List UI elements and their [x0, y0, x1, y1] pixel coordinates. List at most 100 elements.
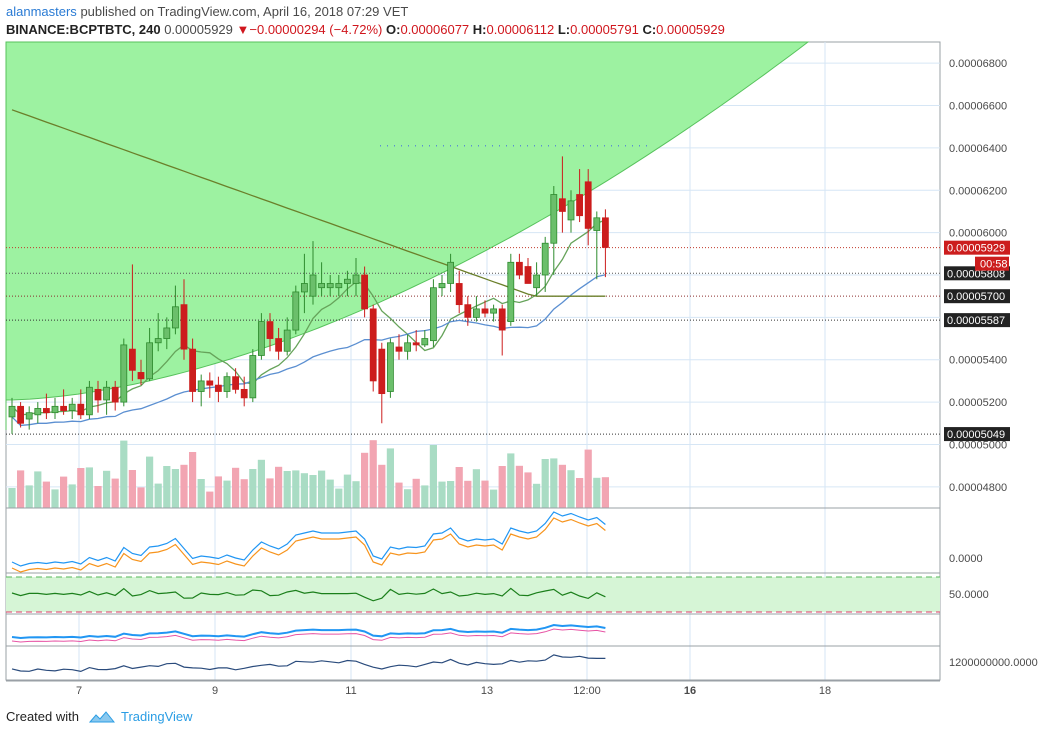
price-tick-label: 0.00005200: [949, 397, 1007, 409]
volume-bar: [352, 481, 360, 508]
candle-body: [559, 198, 566, 212]
price-tag-label: 0.00005049: [947, 429, 1005, 441]
cloud-fill: [5, 41, 810, 430]
close-value: 0.00005929: [656, 22, 725, 37]
volume-bar: [515, 465, 523, 508]
candle-body: [309, 274, 317, 297]
countdown-label: 00:58: [980, 259, 1008, 271]
candle-body: [576, 194, 583, 217]
time-tick-label: 11: [345, 685, 356, 697]
candle-body: [395, 346, 403, 352]
volume-bar: [601, 477, 609, 508]
indicator-tick-label: 0.0000: [949, 553, 983, 565]
volume-bar: [111, 478, 119, 508]
volume-bar: [189, 452, 197, 508]
price-tag-bg: [944, 240, 1010, 255]
volume-bar: [180, 464, 188, 508]
symbol-label[interactable]: BINANCE:BCPTBTC, 240: [6, 22, 161, 37]
price-tick-label: 0.00006400: [949, 143, 1007, 155]
price-tick-label: 0.00005000: [949, 439, 1007, 451]
candle-body: [386, 342, 394, 392]
low-label: L:: [557, 22, 571, 37]
volume-bar: [146, 456, 154, 508]
volume-bar: [68, 484, 76, 508]
time-tick-label: 13: [481, 685, 493, 697]
indicator-tick-label: 50.0000: [949, 589, 989, 601]
candle-body: [25, 412, 33, 420]
price-tag-label: 0.00005587: [947, 315, 1005, 327]
volume-bar: [25, 485, 33, 508]
author-link[interactable]: alanmasters: [6, 4, 77, 19]
candle-body: [404, 342, 412, 352]
volume-bar: [120, 440, 128, 508]
price-tick-label: 0.00006200: [949, 185, 1007, 197]
candle-body: [8, 405, 16, 418]
candle-body: [275, 338, 283, 352]
candle-body: [602, 217, 609, 248]
candle-body: [421, 338, 429, 346]
volume-bar: [300, 473, 308, 508]
cloud-area: [5, 41, 810, 430]
volume-bar: [197, 479, 205, 508]
candle-body: [429, 287, 437, 342]
publish-line: alanmasters published on TradingView.com…: [6, 3, 1036, 21]
volume-bar: [447, 481, 455, 508]
volume-bar: [395, 482, 403, 508]
price-tick-label: 0.00006600: [949, 101, 1007, 113]
candle-body: [481, 308, 489, 314]
candle-body: [197, 380, 205, 392]
volume-bar: [472, 469, 480, 508]
candle-body: [266, 321, 274, 339]
candle-body: [516, 261, 523, 276]
candle-body: [154, 338, 162, 344]
candle-body: [249, 355, 257, 399]
volume-bar: [266, 478, 274, 508]
volume-bar: [292, 470, 300, 508]
volume-bar: [343, 474, 351, 508]
price-tag-bg: [944, 313, 1010, 328]
candle-body: [171, 306, 179, 329]
candle-body: [60, 405, 67, 411]
open-label: O:: [386, 22, 401, 37]
candle-body: [223, 376, 231, 392]
candle-body: [541, 242, 549, 276]
volume-bar: [507, 453, 515, 508]
candle-body: [180, 304, 188, 350]
volume-bar: [223, 480, 231, 508]
price-tag-label: 0.00005700: [947, 291, 1005, 303]
volume-bar: [464, 480, 472, 508]
time-tick-label: 7: [76, 685, 82, 697]
candle-body: [43, 408, 50, 414]
candle-body: [94, 388, 102, 401]
volume-bar: [369, 440, 377, 508]
ma-blue-line: [11, 274, 606, 427]
candle-body: [51, 405, 59, 414]
rsi-line: [11, 587, 606, 602]
volume-bar: [85, 467, 93, 508]
volume-bar: [318, 470, 326, 508]
candle-body: [455, 283, 463, 306]
volume-bar: [283, 471, 291, 508]
dmi-line: [11, 623, 606, 640]
low-value: 0.00005791: [570, 22, 639, 37]
candle-body: [550, 194, 558, 244]
macd-line: [11, 511, 606, 567]
volume-bar: [584, 449, 592, 508]
candle-body: [584, 181, 592, 229]
volume-bar: [386, 448, 394, 508]
obv-line: [11, 654, 606, 673]
volume-bar: [8, 488, 16, 508]
candle-body: [533, 274, 540, 289]
published-text: published on TradingView.com, April 16, …: [80, 4, 409, 19]
price-tick-label: 0.00005400: [949, 355, 1007, 367]
moving-averages: [11, 109, 606, 427]
footer: Created with TradingView: [6, 709, 193, 724]
tradingview-brand-link[interactable]: TradingView: [120, 709, 193, 724]
volume-bar: [438, 481, 446, 508]
candle-body: [86, 386, 93, 416]
candle-body: [111, 386, 119, 403]
candle-body: [128, 348, 136, 371]
down-arrow-icon: ▼: [236, 22, 250, 37]
candle-body: [214, 384, 222, 392]
